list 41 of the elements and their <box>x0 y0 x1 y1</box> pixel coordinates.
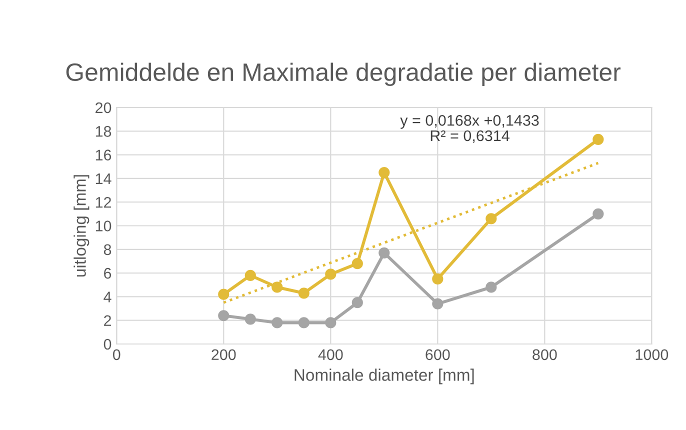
x-tick-label: 800 <box>532 349 557 360</box>
y-axis-title: uitloging [mm] <box>74 175 90 277</box>
x-tick-label: 200 <box>212 349 236 360</box>
y-tick-label: 16 <box>96 150 112 160</box>
point <box>244 314 256 325</box>
point <box>298 288 310 299</box>
point <box>218 310 230 322</box>
point <box>486 282 497 293</box>
point <box>272 317 283 328</box>
x-axis-title: Nominale diameter [mm] <box>294 368 474 384</box>
point <box>378 247 390 259</box>
y-tick-label: 20 <box>96 102 112 114</box>
y-tick-label: 8 <box>104 244 112 256</box>
annotation: y = 0,0168x +0,1433 R² = 0,6314 <box>400 115 539 143</box>
point <box>325 317 336 328</box>
point <box>592 208 604 220</box>
point <box>218 288 230 300</box>
y-tick-label: 18 <box>96 126 112 137</box>
point <box>298 317 310 328</box>
y-tick-label: 4 <box>104 292 112 302</box>
y-tick-label: 14 <box>96 173 112 184</box>
y-tick-label: 12 <box>96 196 111 208</box>
x-tick-label: 0 <box>112 349 120 360</box>
point <box>486 213 497 224</box>
x-tick-label: 400 <box>318 349 343 360</box>
point <box>352 297 363 308</box>
y-tick-label: 6 <box>104 268 112 279</box>
point <box>272 282 283 293</box>
point <box>325 268 336 280</box>
y-tick-label: 10 <box>96 220 112 232</box>
y-tick-label: 2 <box>104 315 111 326</box>
point <box>244 270 256 281</box>
chart-title: Gemiddelde en Maximale degradatie per diameter <box>66 62 621 86</box>
point <box>432 298 444 310</box>
point <box>592 134 604 145</box>
y-tick-label: 0 <box>104 338 112 350</box>
x-tick-label: 600 <box>426 349 450 360</box>
x-tick-label: 1000 <box>636 349 668 360</box>
point <box>378 166 390 178</box>
point <box>352 258 363 270</box>
point <box>432 273 444 285</box>
